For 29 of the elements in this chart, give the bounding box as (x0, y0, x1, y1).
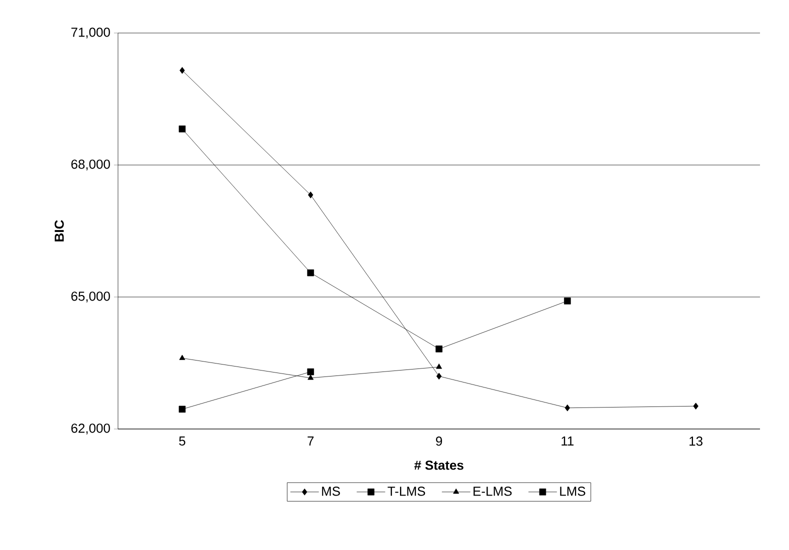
point (564, 298, 571, 304)
y-tick-label: 68,000 (71, 160, 110, 170)
x-tick-label: 5 (179, 436, 186, 446)
x-tick-label: 11 (562, 436, 574, 446)
point (436, 372, 442, 380)
x-axis-title: # States (414, 460, 464, 470)
point (179, 354, 186, 360)
x-tick-label: 13 (690, 436, 702, 446)
point (307, 368, 314, 376)
y-tick-label: 71,000 (71, 28, 110, 38)
point (180, 67, 185, 74)
point (693, 402, 698, 410)
point (308, 192, 314, 198)
y-axis-title: BIC (54, 220, 64, 242)
x-tick-label: 9 (436, 436, 442, 446)
point (436, 364, 442, 369)
legend-label: E-LMS (474, 486, 512, 496)
point (178, 126, 186, 132)
point (307, 269, 314, 276)
x-tick-label: 7 (308, 436, 314, 446)
legend-label: MS (322, 486, 340, 496)
point (308, 374, 314, 380)
y-tick-label: 65,000 (71, 292, 110, 302)
point (178, 406, 186, 413)
point (564, 404, 570, 412)
y-tick-label: 62,000 (71, 424, 110, 434)
legend-label: LMS (560, 486, 586, 496)
legend-label: T-LMS (388, 486, 426, 496)
point (436, 346, 442, 352)
